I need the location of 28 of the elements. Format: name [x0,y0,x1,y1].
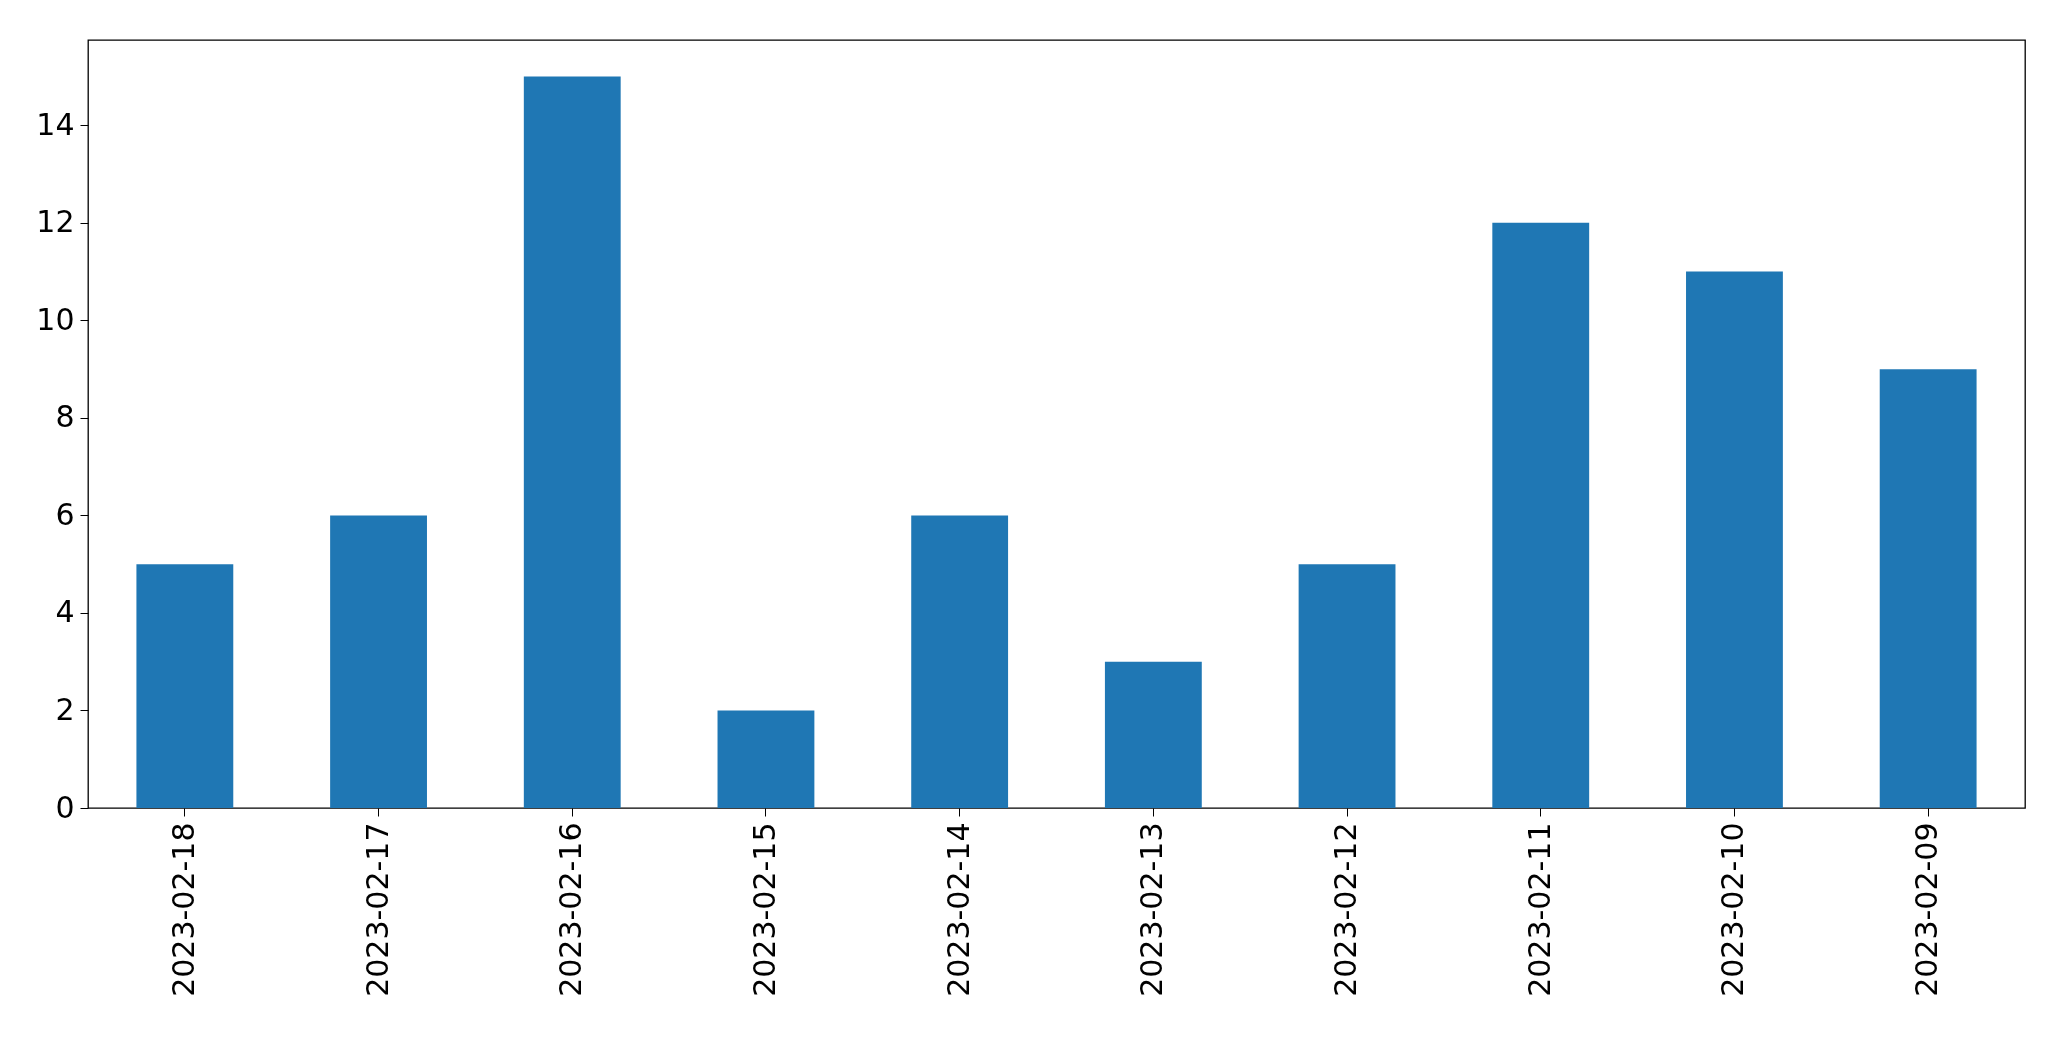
x-tick-label: 2023-02-12 [1328,822,1364,997]
y-tick-label: 8 [55,399,75,435]
y-tick-label: 0 [55,789,75,825]
bar [1492,222,1590,808]
x-tick-label: 2023-02-18 [165,822,201,997]
x-tick-label: 2023-02-16 [553,822,589,997]
y-tick-label: 10 [36,301,75,337]
y-tick-label: 2 [55,691,75,727]
bar [136,564,234,808]
bar [1879,369,1977,808]
y-tick-label: 4 [55,594,75,630]
y-tick-label: 14 [36,106,75,142]
y-tick-label: 6 [55,496,75,532]
bar [523,76,621,808]
x-tick-label: 2023-02-15 [746,822,782,997]
x-tick-label: 2023-02-17 [359,822,395,997]
x-tick-label: 2023-02-14 [940,822,976,997]
x-tick-label: 2023-02-10 [1715,822,1751,997]
bar [911,515,1009,808]
x-tick-label: 2023-02-09 [1909,822,1945,997]
bar [1686,271,1783,808]
x-tick-label: 2023-02-11 [1521,822,1557,997]
bar [1298,564,1396,808]
bar [1104,661,1202,808]
x-tick-label: 2023-02-13 [1134,822,1170,997]
bar [330,515,427,808]
bar [717,710,815,808]
y-tick-label: 12 [36,204,75,240]
